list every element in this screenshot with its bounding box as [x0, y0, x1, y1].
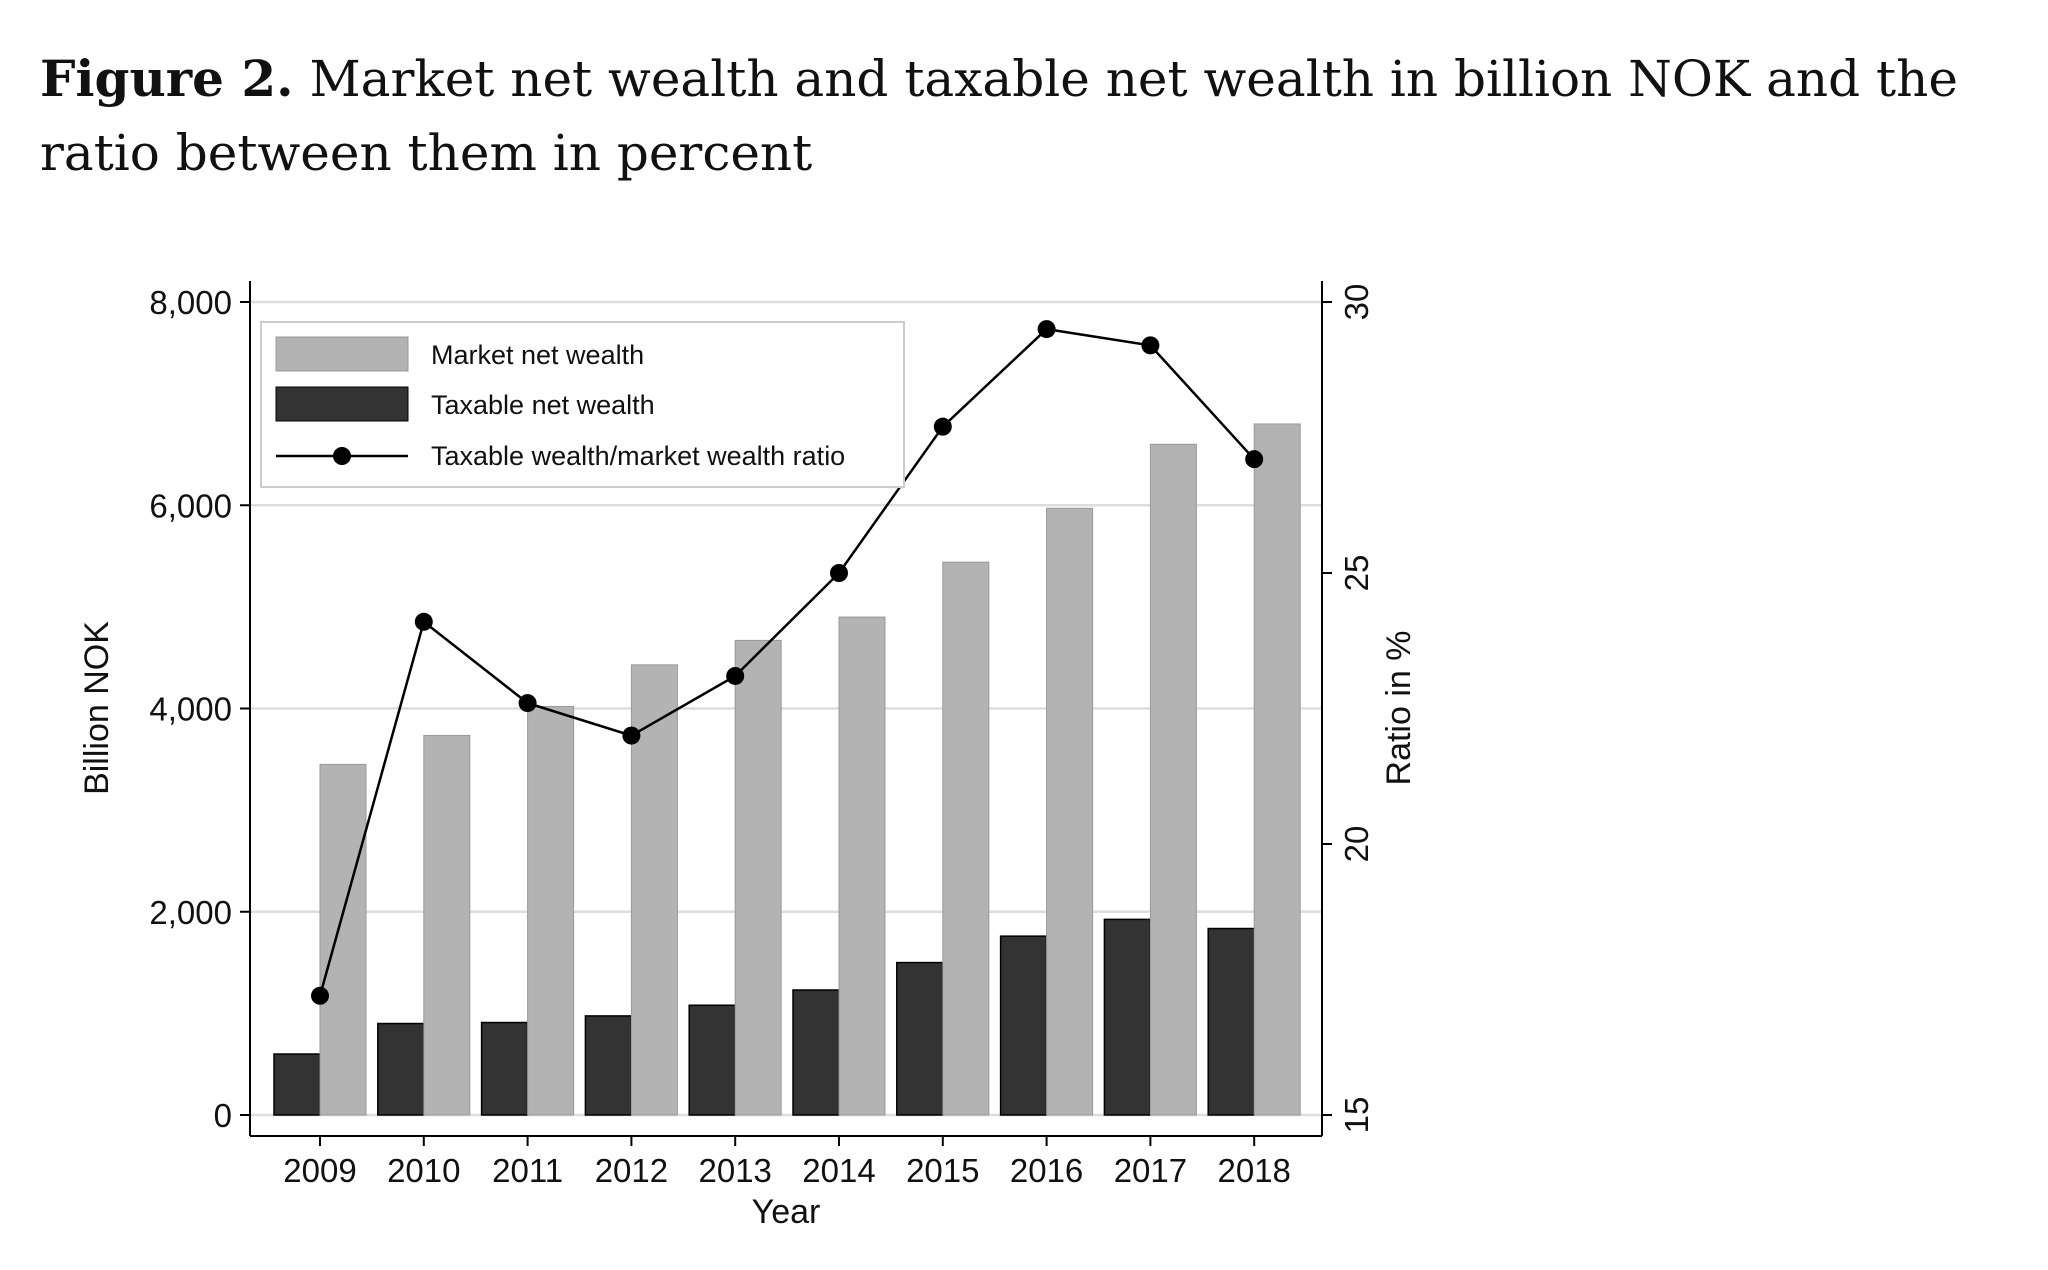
x-tick-label: 2013 [698, 1152, 771, 1189]
bar-market-2016 [1046, 507, 1094, 1116]
ratio-point-2011 [518, 694, 537, 713]
x-tick-label: 2017 [1114, 1152, 1187, 1189]
bar-market-2014 [838, 616, 886, 1116]
legend-label-ratio: Taxable wealth/market wealth ratio [431, 441, 845, 471]
bar-market-2015 [942, 561, 990, 1116]
y-tick-label: 6,000 [149, 487, 232, 524]
bar-taxable-2018 [1207, 927, 1255, 1116]
ratio-point-2010 [414, 612, 433, 631]
ratio-point-2014 [830, 564, 848, 582]
x-tick-label: 2018 [1217, 1152, 1290, 1189]
legend-swatch-market [275, 336, 409, 372]
bar-taxable-2016 [999, 935, 1048, 1116]
y2-tick-label: 25 [1338, 555, 1375, 592]
ratio-point-2017 [1141, 336, 1160, 355]
bar-taxable-2017 [1103, 918, 1152, 1116]
ratio-point-2012 [622, 726, 641, 745]
y-axis-label: Billion NOK [78, 621, 116, 795]
y2-tick-label: 20 [1338, 826, 1375, 863]
y2-tick-label: 30 [1338, 284, 1375, 321]
y-tick-label: 2,000 [149, 894, 232, 931]
y2-tick-label: 15 [1338, 1097, 1375, 1134]
bar-market-2017 [1149, 443, 1197, 1116]
bar-taxable-2009 [273, 1053, 321, 1116]
figure-title: Figure 2. Market net wealth and taxable … [40, 42, 2040, 190]
x-tick-label: 2010 [387, 1152, 460, 1189]
bar-taxable-2015 [896, 961, 944, 1116]
x-tick-label: 2016 [1010, 1152, 1083, 1189]
bar-market-2010 [423, 734, 471, 1116]
y-tick-label: 0 [214, 1097, 232, 1134]
legend-label-market: Market net wealth [431, 340, 644, 370]
y-tick-label: 8,000 [149, 284, 232, 321]
ratio-point-2018 [1245, 450, 1264, 469]
bar-taxable-2012 [584, 1015, 633, 1116]
x-tick-label: 2015 [906, 1152, 979, 1189]
y-tick-label: 4,000 [149, 691, 232, 728]
bar-taxable-2013 [688, 1004, 736, 1116]
x-tick-label: 2014 [802, 1152, 875, 1189]
ratio-point-2016 [1037, 320, 1056, 339]
x-tick-label: 2012 [595, 1152, 668, 1189]
bar-taxable-2011 [480, 1021, 529, 1116]
ratio-point-2015 [933, 417, 952, 436]
bar-taxable-2010 [377, 1022, 425, 1116]
figure-caption: Market net wealth and taxable net wealth… [40, 50, 1958, 182]
x-tick-label: 2009 [283, 1152, 356, 1189]
bar-market-2009 [319, 763, 367, 1116]
bar-market-2012 [630, 664, 678, 1116]
legend: Market net wealth Taxable net wealth Tax… [260, 321, 905, 488]
ratio-point-2009 [311, 986, 329, 1005]
y2-axis-label: Ratio in % [1380, 631, 1418, 786]
legend-marker-ratio [333, 447, 351, 465]
figure-label: Figure 2. [40, 49, 294, 108]
ratio-line [318, 327, 1256, 997]
bar-market-2011 [527, 705, 575, 1116]
legend-label-taxable: Taxable net wealth [431, 390, 655, 420]
bar-market-2018 [1253, 423, 1301, 1116]
ratio-point-2013 [726, 666, 745, 685]
legend-swatch-taxable [275, 386, 409, 422]
x-tick-label: 2011 [492, 1152, 563, 1189]
bar-taxable-2014 [792, 989, 840, 1116]
x-axis-label: Year [752, 1193, 821, 1231]
bar-market-2013 [734, 639, 782, 1116]
